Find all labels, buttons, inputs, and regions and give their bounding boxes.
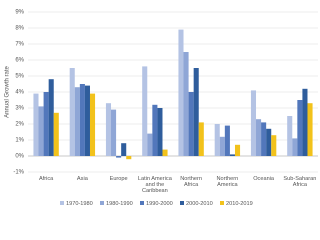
legend-label: 1990-2000 [146,201,173,207]
legend-swatch [180,201,184,205]
bar [162,149,168,156]
bar [188,92,194,156]
bar [183,52,189,156]
x-tick-label: Northern Africa [180,176,202,189]
bar [89,93,96,156]
bar [256,119,262,156]
bar [126,156,132,160]
x-tick-label: Sub-Saharan Africa [283,176,317,189]
bar [224,125,230,156]
legend-swatch [100,201,104,205]
chart-svg: Annual Growth rate -1% 0% 1% 2% 3% 4% 5% 6% 7% 8%… [5,10,318,207]
bar [48,79,54,156]
bar [178,29,184,157]
y-tick-label: 7% [15,42,24,48]
bar [43,92,49,156]
bar [33,93,39,156]
bar [292,138,298,156]
bar [69,68,75,156]
bar [214,124,220,156]
bar [79,84,85,156]
bar [157,108,163,156]
y-axis-title: Annual Growth rate [5,65,11,117]
legend-label: 1980-1990 [106,201,133,207]
y-tick-label: 4% [15,90,24,96]
y-tick-label: 5% [15,74,24,80]
x-tick-label: Africa [38,176,54,182]
x-tick-label: Northern America [216,176,239,189]
y-tick-label: -1% [13,170,24,176]
bar [297,100,303,156]
bar [198,122,204,156]
legend-label: 2010-2019 [226,201,253,207]
bar [116,156,122,158]
bar [121,143,127,156]
y-tick-label: 9% [15,10,24,16]
bar [287,116,293,156]
legend-swatch [60,201,64,205]
legend-label: 1970-1980 [66,201,93,207]
bar [271,135,277,156]
y-tick-label: 0% [15,154,24,160]
y-tick-label: 6% [15,58,24,64]
bar [193,68,199,156]
x-tick-label: Latin America and the Caribbean [137,176,172,195]
y-tick-label: 2% [15,122,24,128]
bar [147,133,153,156]
y-tick-label: 3% [15,106,24,112]
bar [250,90,257,156]
bar [152,104,158,156]
x-tick-label: Asia [76,176,88,182]
bar [38,106,44,156]
legend-swatch [140,201,144,205]
bar [84,85,90,156]
bar [307,103,313,156]
bar [234,144,241,156]
y-tick-label: 8% [15,26,24,32]
bar [111,109,117,156]
legend-swatch [220,201,224,205]
chart: Annual Growth rate -1% 0% 1% 2% 3% 4% 5% 6% 7% 8%… [5,10,318,207]
bar [229,154,235,156]
x-tick-label: Europe [109,176,128,182]
bar [142,66,148,156]
bar [219,136,225,156]
bar [105,103,112,156]
x-tick-label: Oceania [253,176,275,182]
bar [266,128,272,156]
bar [53,112,59,156]
legend-label: 2000-2010 [186,201,213,207]
bar [302,88,308,156]
bar [261,122,267,156]
bar [74,87,80,156]
y-tick-label: 1% [15,138,24,144]
